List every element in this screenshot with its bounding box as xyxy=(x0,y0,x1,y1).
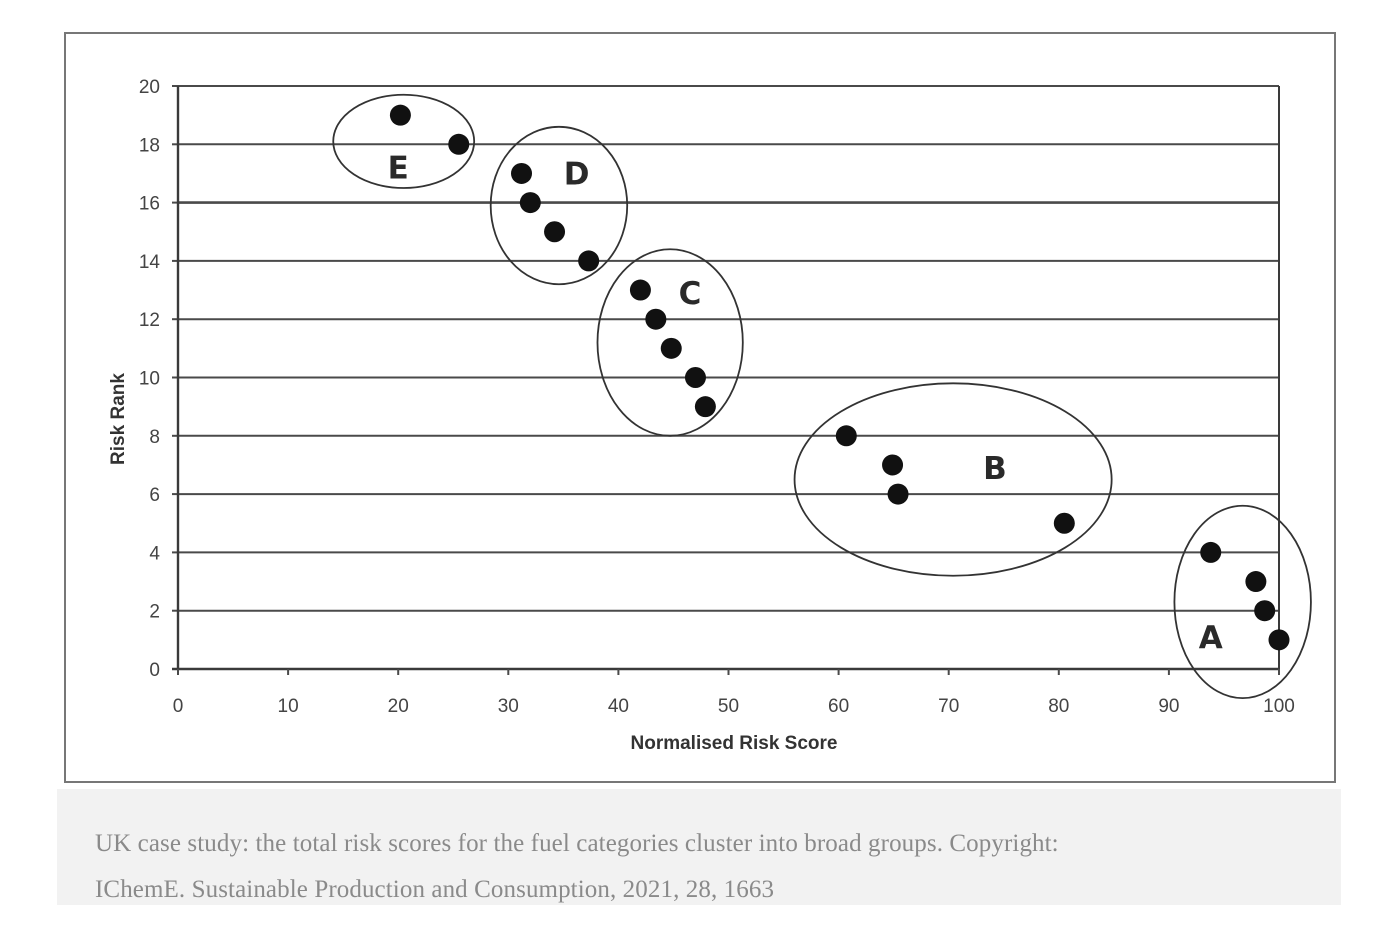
y-tick-label: 6 xyxy=(149,485,160,506)
figure-caption: UK case study: the total risk scores for… xyxy=(57,789,1341,905)
y-tick-label: 20 xyxy=(139,77,160,98)
cluster-ellipse-b xyxy=(793,382,1113,577)
caption-line-1: UK case study: the total risk scores for… xyxy=(95,830,1059,857)
y-tick-label: 4 xyxy=(149,543,160,564)
data-point xyxy=(519,192,541,214)
x-tick-label: 100 xyxy=(1263,696,1295,717)
data-point xyxy=(578,250,600,272)
data-point xyxy=(1200,541,1222,563)
x-tick-label: 90 xyxy=(1158,696,1179,717)
data-point xyxy=(629,279,651,301)
y-tick-label: 14 xyxy=(139,252,161,273)
y-tick-label: 8 xyxy=(149,427,160,448)
cluster-label-b: B xyxy=(983,451,1007,487)
cluster-ellipse-a xyxy=(1173,504,1312,700)
data-point xyxy=(887,483,909,505)
data-point xyxy=(1245,571,1267,593)
x-tick-label: 60 xyxy=(828,696,849,717)
data-point xyxy=(389,104,411,126)
data-point xyxy=(684,367,706,388)
data-point xyxy=(645,308,667,330)
cluster-label-a: A xyxy=(1199,620,1223,656)
x-tick-label: 20 xyxy=(388,696,409,717)
data-point xyxy=(1254,600,1276,622)
caption-line-2: IChemE. Sustainable Production and Consu… xyxy=(95,876,775,903)
cluster-ellipse-d xyxy=(489,125,629,286)
caption-text: UK case study: the total risk scores for… xyxy=(95,821,1325,913)
data-point xyxy=(544,221,566,243)
data-point xyxy=(694,396,716,418)
data-point xyxy=(882,454,904,476)
tick-labels: 0 2 4 6 8 10 12 14 16 18 20 0 10 20 30 40 50 60 70 80 90 100 xyxy=(139,77,1295,717)
y-tick-label: 18 xyxy=(139,135,160,156)
cluster-label-c: C xyxy=(679,276,702,312)
y-tick-label: 12 xyxy=(139,310,160,331)
data-point xyxy=(1268,629,1290,651)
cluster-ellipses: E D C B A xyxy=(332,93,1312,700)
data-point xyxy=(511,162,533,184)
cluster-label-e: E xyxy=(388,151,409,187)
x-tick-label: 30 xyxy=(498,696,519,717)
y-tick-label: 16 xyxy=(139,194,160,215)
data-points xyxy=(389,104,1290,651)
data-point xyxy=(448,133,470,155)
x-tick-label: 0 xyxy=(173,696,184,717)
x-tick-label: 40 xyxy=(608,696,629,717)
y-axis-title: Risk Rank xyxy=(108,373,129,465)
x-tick-label: 80 xyxy=(1048,696,1069,717)
y-tick-label: 2 xyxy=(149,602,160,623)
figure-frame: 0 2 4 6 8 10 12 14 16 18 20 0 10 20 30 40 50 60 70 80 90 100 … xyxy=(64,32,1336,783)
data-point xyxy=(835,425,857,447)
cluster-ellipse-e xyxy=(332,93,476,189)
gridlines xyxy=(178,85,1279,670)
x-tick-label: 50 xyxy=(718,696,739,717)
data-point xyxy=(660,337,682,359)
cluster-ellipse-c xyxy=(596,248,744,437)
y-tick-label: 10 xyxy=(139,369,160,390)
x-axis-title: Normalised Risk Score xyxy=(631,733,838,754)
data-point xyxy=(1053,512,1075,534)
cluster-label-d: D xyxy=(564,156,590,192)
y-tick-label: 0 xyxy=(149,660,160,681)
axes xyxy=(172,85,1280,675)
x-tick-label: 70 xyxy=(938,696,959,717)
x-tick-label: 10 xyxy=(278,696,299,717)
